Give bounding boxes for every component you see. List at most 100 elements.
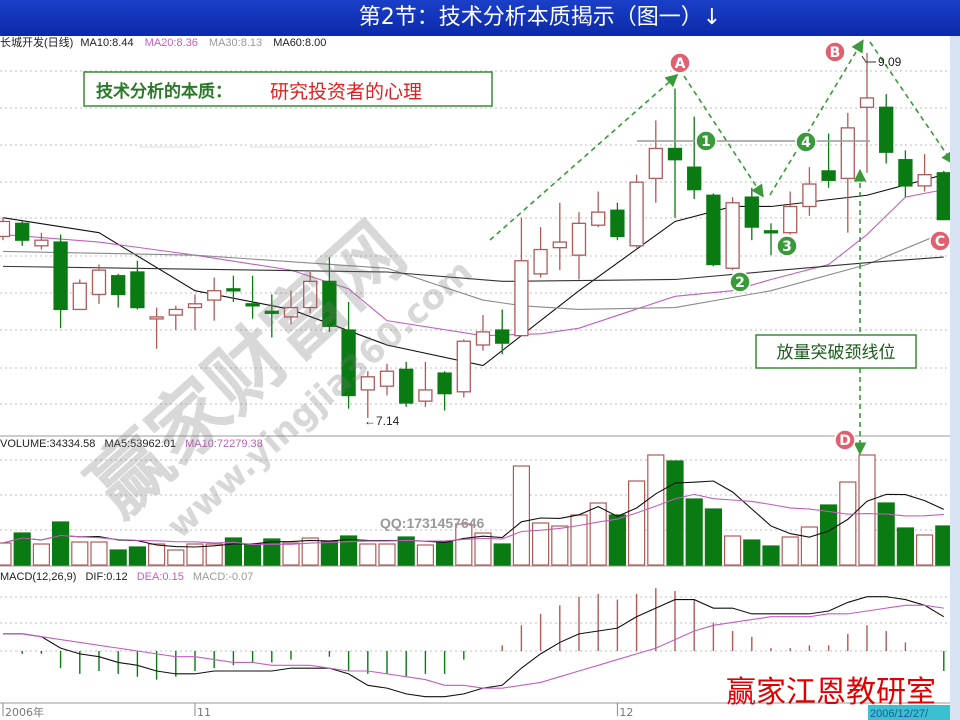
candle-down — [706, 193, 721, 267]
candle-body — [264, 310, 279, 314]
candle-body — [917, 174, 932, 187]
candle-up — [379, 363, 395, 396]
volume-bar — [148, 543, 166, 566]
candle-body — [783, 205, 798, 234]
candle-up — [629, 174, 644, 248]
volume-bar — [244, 543, 262, 566]
volume-bar — [839, 481, 857, 566]
candle-down — [399, 361, 414, 407]
candle-up — [91, 264, 107, 304]
candle-body — [283, 306, 299, 318]
volume-bar — [935, 525, 950, 566]
cursor-date: 2006/12/27/ — [870, 708, 929, 720]
x-tick-label: 11 — [197, 706, 211, 719]
volume-bar — [896, 527, 915, 566]
candle-up — [514, 217, 529, 337]
candle-body — [495, 329, 510, 344]
candle-body — [245, 303, 260, 307]
candle-body — [15, 222, 30, 241]
point-label-circle — [834, 429, 856, 451]
candle-body — [936, 172, 950, 221]
legend-macd: MACD(12,26,9) DIF:0.12 DEA:0.15 MACD:-0.… — [0, 571, 253, 583]
point-label-text: 3 — [782, 239, 792, 255]
legend-macd-value: MACD:-0.07 — [193, 571, 254, 583]
slide-title: 第2节：技术分析本质揭示（图一）↓ — [358, 5, 722, 30]
legend-ma30: MA30:8.13 — [209, 37, 262, 49]
legend-ma60: MA60:8.00 — [273, 37, 326, 49]
point-label-circle — [669, 52, 691, 74]
chart-marks — [0, 53, 950, 698]
candle-down — [111, 273, 126, 308]
point-label-text: D — [839, 433, 851, 449]
point-label-text: 4 — [801, 135, 811, 151]
point-label-D: D — [834, 429, 856, 451]
ma-line-ma10 — [2, 174, 944, 367]
point-label-text: B — [830, 45, 841, 61]
candle-body — [53, 241, 68, 311]
essence-box — [83, 71, 493, 107]
candle-up — [149, 307, 164, 349]
point-label-circle — [695, 130, 717, 152]
essence-value: 研究投资者的心理 — [270, 81, 422, 103]
volume-bar — [743, 539, 761, 566]
volume-bar — [819, 504, 838, 566]
candle-up — [303, 272, 318, 314]
candle-body — [552, 241, 567, 249]
volume-bar — [723, 535, 742, 566]
candle-body — [207, 290, 222, 301]
candle-up — [571, 212, 587, 280]
point-label-n4: 4 — [795, 131, 817, 153]
high-label: 9.09 — [878, 55, 902, 69]
candle-up — [72, 279, 87, 311]
volume-bar — [436, 541, 454, 566]
cursor-date-box — [868, 705, 950, 720]
candle-body — [399, 368, 414, 404]
candle-body — [379, 370, 395, 387]
candle-down — [821, 133, 836, 188]
volume-bar — [320, 540, 338, 566]
point-label-n1: 1 — [695, 130, 717, 152]
candle-up — [168, 305, 183, 331]
point-label-circle — [824, 41, 846, 63]
watermark-qq: QQ:1731457646 — [380, 515, 485, 531]
candle-up — [456, 339, 471, 398]
arrow-from-B — [869, 41, 950, 165]
low-label: ←7.14 — [364, 414, 400, 428]
legend-ma10: MA10:8.44 — [80, 37, 133, 49]
candle-down — [226, 275, 241, 302]
point-label-text: 1 — [701, 134, 711, 150]
candle-body — [763, 230, 779, 234]
candle-down — [15, 221, 30, 246]
volume-bar — [647, 454, 665, 566]
candle-body — [821, 170, 836, 181]
volume-bar — [474, 532, 492, 566]
point-label-text: A — [675, 56, 686, 72]
candle-down — [879, 94, 894, 164]
slide-title-bar: 第2节：技术分析本质揭示（图一）↓ — [0, 0, 960, 36]
candle-up — [360, 371, 375, 418]
point-label-circle — [795, 131, 817, 153]
candle-body — [802, 183, 817, 208]
candle-body — [91, 269, 107, 296]
volume-bar — [800, 526, 819, 566]
volume-bar — [570, 514, 588, 566]
volume-bar — [167, 549, 185, 566]
candle-body — [187, 303, 203, 309]
footer-brand: 赢家江恩教研室 — [726, 675, 936, 710]
volume-bar — [512, 465, 531, 566]
candle-body — [725, 202, 740, 269]
arrow-from-A — [683, 75, 764, 198]
candle-body — [610, 209, 625, 238]
point-label-n3: 3 — [776, 235, 798, 257]
ma-line-ma30 — [2, 232, 945, 310]
volume-ma10-line — [2, 493, 944, 546]
trend-arrows — [489, 39, 950, 456]
volume-bar — [90, 541, 108, 566]
x-axis: 2006年 11 12 — [2, 703, 633, 719]
candle-body — [341, 329, 356, 397]
legend-price: 长城开发(日线) MA10:8.44 MA20:8.36 MA30:8.13 M… — [0, 35, 326, 49]
candle-up — [207, 277, 222, 321]
volume-bar — [186, 543, 204, 566]
volume-bar — [378, 543, 396, 566]
